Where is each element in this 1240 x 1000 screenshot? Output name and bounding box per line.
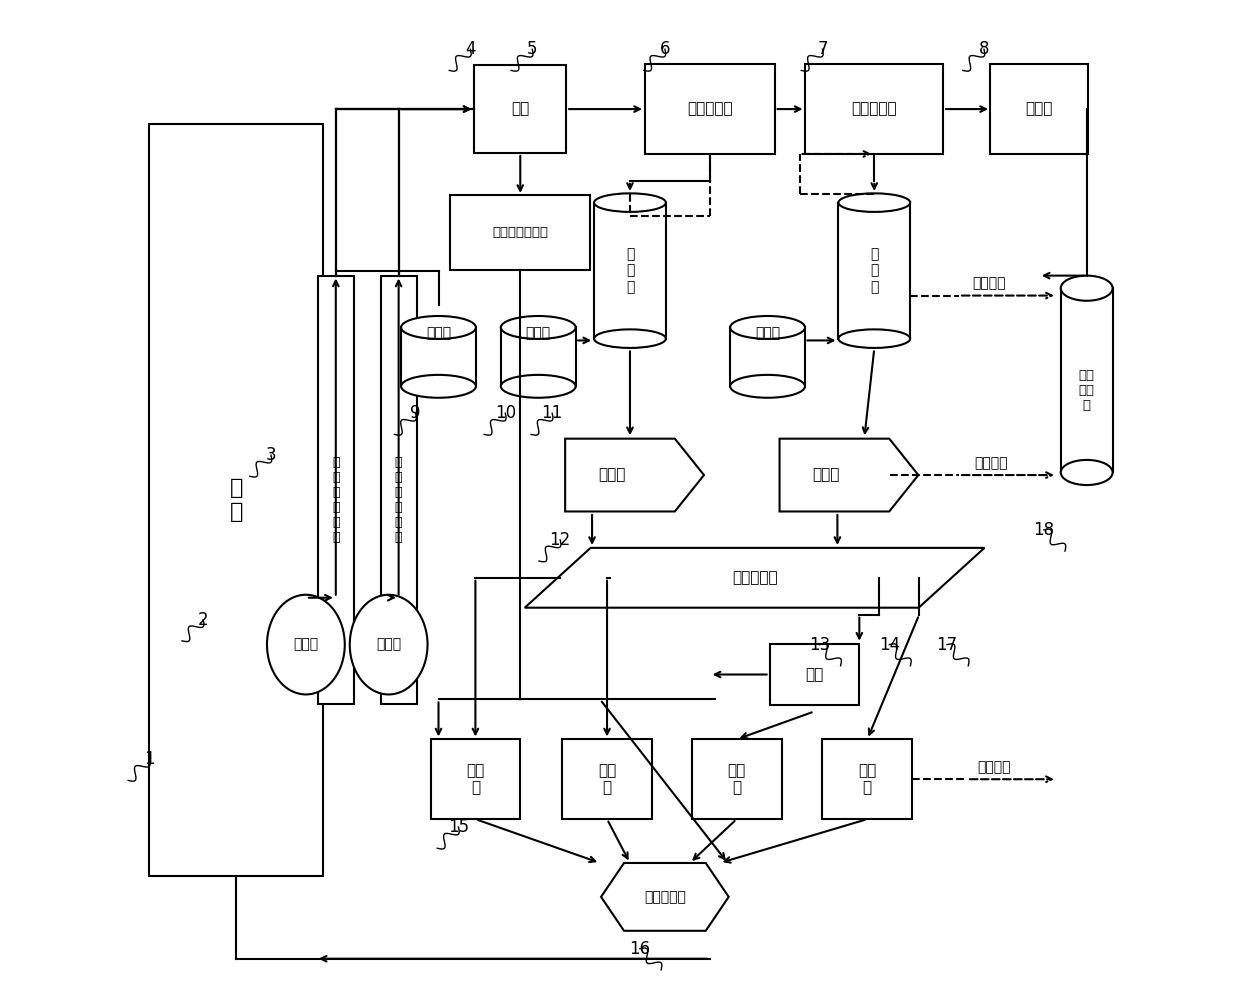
- Bar: [990, 64, 1087, 154]
- Text: 运输
车: 运输 车: [466, 763, 485, 795]
- Ellipse shape: [1060, 460, 1112, 485]
- Text: 2: 2: [198, 611, 208, 629]
- Bar: [450, 195, 590, 270]
- Bar: [1060, 288, 1112, 472]
- Text: 压滤机: 压滤机: [812, 468, 841, 483]
- Bar: [692, 739, 781, 819]
- Bar: [401, 327, 476, 386]
- Text: 运输
车: 运输 车: [858, 763, 877, 795]
- Ellipse shape: [838, 193, 910, 212]
- Text: 压滤机: 压滤机: [599, 468, 626, 483]
- Text: 16: 16: [630, 940, 651, 958]
- Text: 加药罐: 加药罐: [427, 326, 451, 340]
- Ellipse shape: [594, 329, 666, 348]
- Bar: [770, 644, 859, 705]
- Text: 清淤船: 清淤船: [294, 638, 319, 652]
- Polygon shape: [780, 439, 919, 511]
- Text: 二级沉淀池: 二级沉淀池: [852, 102, 897, 117]
- Text: 12: 12: [549, 531, 570, 549]
- Text: 淤
泥
输
送
管
道: 淤 泥 输 送 管 道: [332, 456, 340, 544]
- Text: 加药罐: 加药罐: [755, 326, 780, 340]
- Polygon shape: [525, 548, 985, 608]
- Ellipse shape: [401, 316, 476, 339]
- Text: 11: 11: [542, 404, 563, 422]
- Bar: [381, 276, 417, 704]
- Ellipse shape: [501, 375, 575, 398]
- Text: 浓
缩
罐: 浓 缩 罐: [626, 247, 634, 294]
- Polygon shape: [565, 439, 704, 511]
- Text: 14: 14: [879, 636, 900, 654]
- Bar: [562, 739, 652, 819]
- Text: 多套、台: 多套、台: [975, 456, 1008, 470]
- Text: 砂石垃圾分拣机: 砂石垃圾分拣机: [492, 226, 548, 239]
- Text: 加药罐: 加药罐: [526, 326, 551, 340]
- Text: 运输
车: 运输 车: [598, 763, 616, 795]
- Text: 清水池: 清水池: [1025, 102, 1053, 117]
- Text: 淤
泥
输
送
管
道: 淤 泥 输 送 管 道: [394, 456, 402, 544]
- Bar: [594, 203, 666, 339]
- Text: 10: 10: [495, 404, 516, 422]
- Text: 带式输送机: 带式输送机: [732, 570, 777, 585]
- Bar: [149, 124, 324, 876]
- Text: 7: 7: [817, 40, 827, 58]
- Text: 18: 18: [1033, 521, 1054, 539]
- Text: 砂车: 砂车: [805, 667, 823, 682]
- Text: 多台、辆: 多台、辆: [977, 760, 1011, 774]
- Text: 清淤船: 清淤船: [376, 638, 402, 652]
- Text: 垃圾堆放场: 垃圾堆放场: [644, 890, 686, 904]
- Text: 1: 1: [144, 750, 155, 768]
- Bar: [822, 739, 913, 819]
- Text: 8: 8: [978, 40, 990, 58]
- Bar: [475, 65, 567, 153]
- Bar: [430, 739, 521, 819]
- Bar: [645, 64, 775, 154]
- Text: 17: 17: [936, 636, 957, 654]
- Text: 格栅: 格栅: [511, 102, 529, 117]
- Text: 运输
车: 运输 车: [728, 763, 745, 795]
- Ellipse shape: [1060, 276, 1112, 301]
- Ellipse shape: [838, 329, 910, 348]
- Text: 河
道: 河 道: [229, 478, 243, 522]
- Polygon shape: [601, 863, 729, 931]
- Text: 4: 4: [465, 40, 476, 58]
- Ellipse shape: [401, 375, 476, 398]
- Text: 3: 3: [265, 446, 277, 464]
- Ellipse shape: [730, 316, 805, 339]
- Text: 一级沉淀池: 一级沉淀池: [687, 102, 733, 117]
- Ellipse shape: [501, 316, 575, 339]
- Text: 水质
监测
仪: 水质 监测 仪: [1079, 369, 1095, 412]
- Bar: [838, 203, 910, 339]
- Bar: [317, 276, 353, 704]
- Bar: [501, 327, 575, 386]
- Text: 浓
缩
罐: 浓 缩 罐: [870, 247, 878, 294]
- Ellipse shape: [594, 193, 666, 212]
- Bar: [730, 327, 805, 386]
- Ellipse shape: [730, 375, 805, 398]
- Text: 6: 6: [660, 40, 670, 58]
- Text: 5: 5: [527, 40, 537, 58]
- Text: 15: 15: [448, 818, 469, 836]
- Ellipse shape: [267, 595, 345, 694]
- Text: 13: 13: [808, 636, 830, 654]
- Ellipse shape: [350, 595, 428, 694]
- Text: 多套、台: 多套、台: [972, 277, 1006, 291]
- Bar: [806, 64, 944, 154]
- Text: 9: 9: [410, 404, 420, 422]
